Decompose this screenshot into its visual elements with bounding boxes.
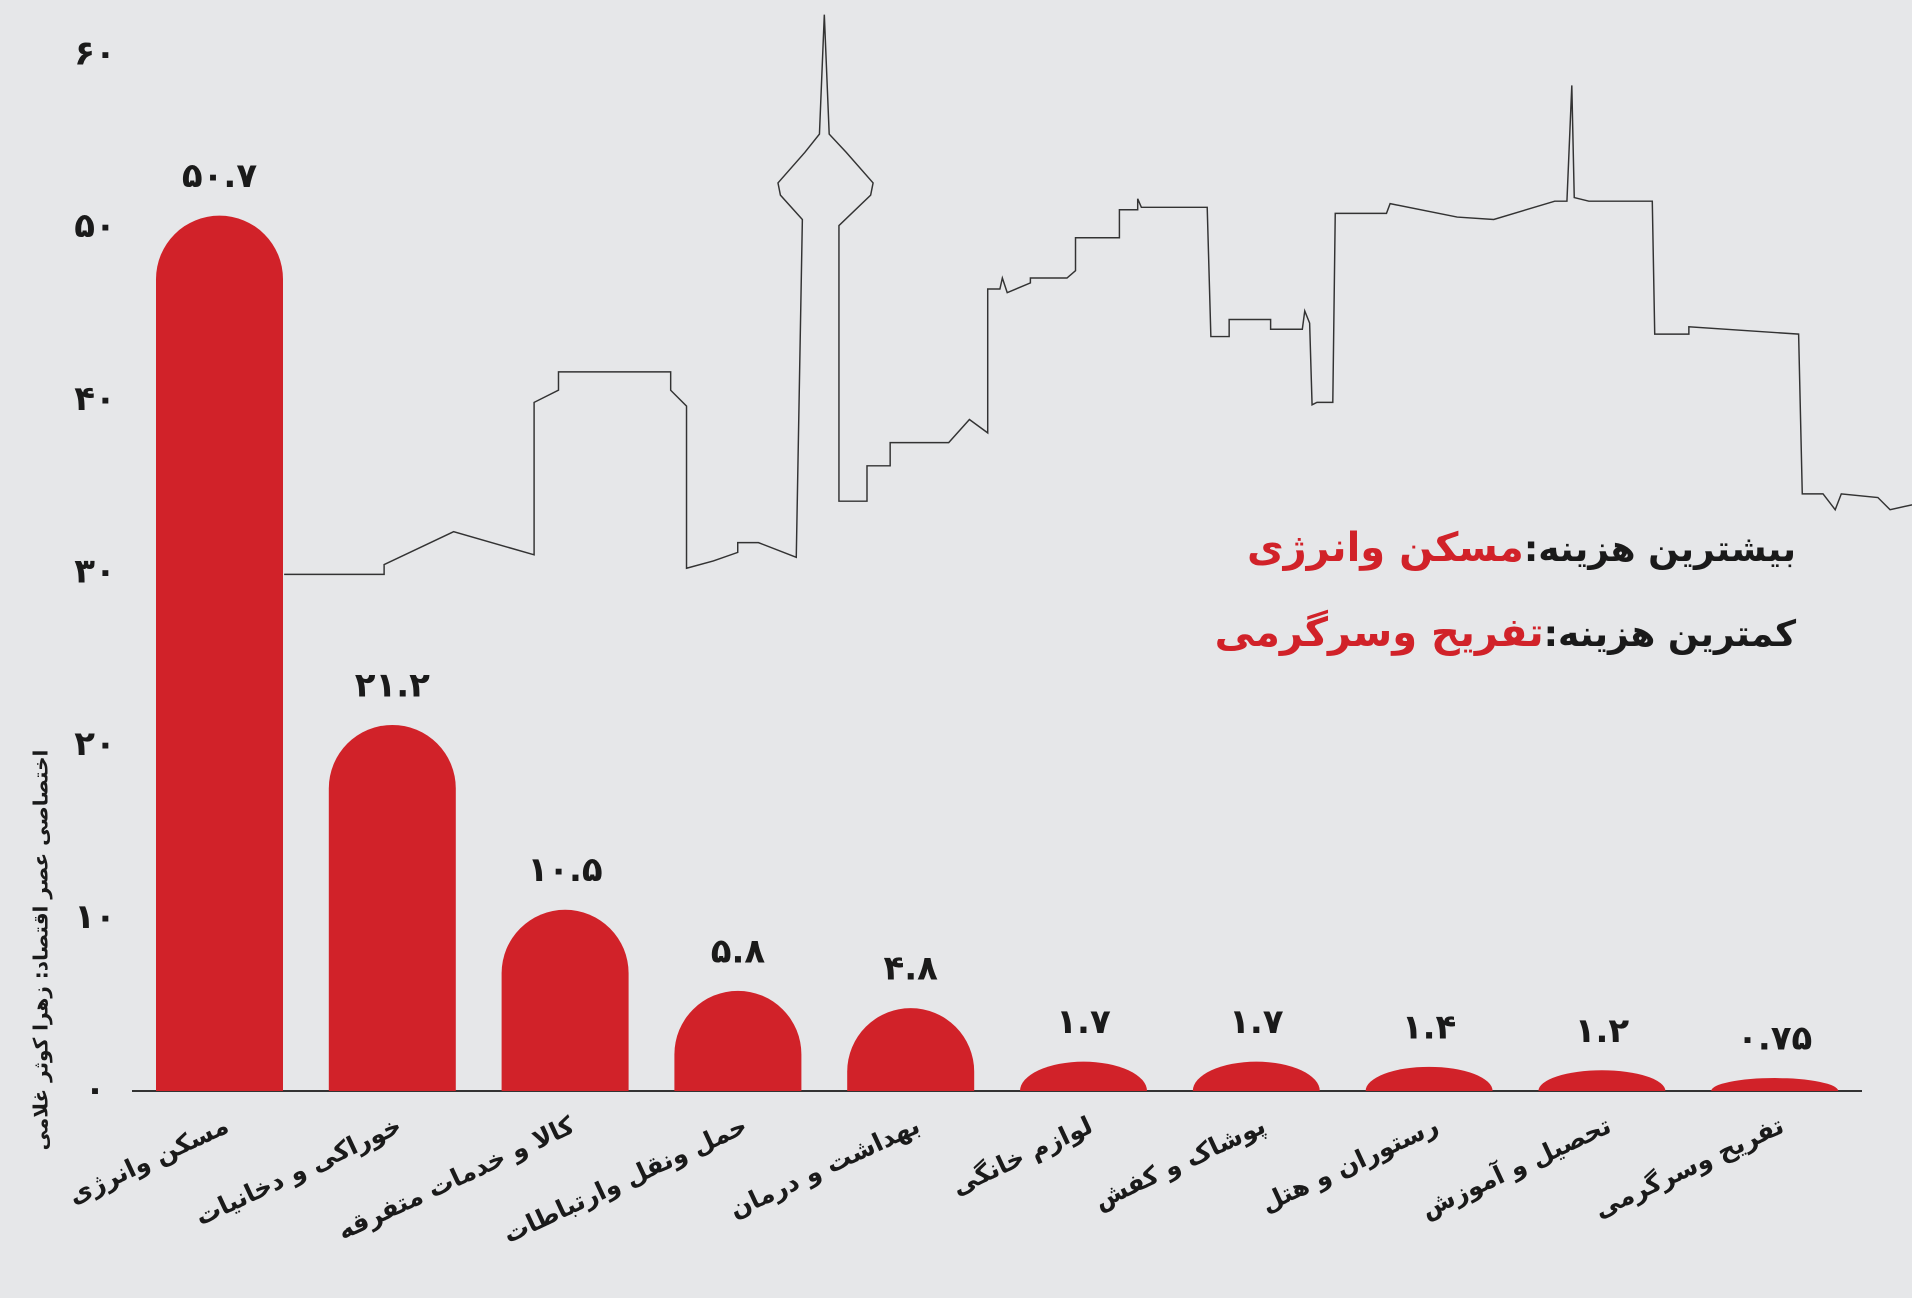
bar [502,910,629,1091]
x-tick-label: تفریح وسرگرمی [1590,1110,1789,1224]
x-tick-label: تحصیل و آموزش [1416,1110,1616,1225]
value-label: ۴.۸ [883,949,938,989]
y-tick-label: ۲۰ [74,724,116,764]
value-label: ۱.۷ [1056,1002,1111,1042]
value-label: ۰.۷۵ [1737,1019,1812,1059]
y-tick-label: ۶۰ [74,34,116,74]
annotation-label: بیشترین هزینه: [1524,529,1796,570]
value-label: ۱.۴ [1402,1007,1456,1047]
bar [329,725,456,1091]
annotation-highlight: مسکن وانرژی [1247,525,1524,571]
skyline [284,15,1912,575]
y-tick-label: ۴۰ [74,379,116,419]
y-tick-label: ۱۰ [74,897,116,937]
annotation-highlight: تفریح وسرگرمی [1215,610,1544,656]
value-label: ۵.۸ [711,931,766,971]
value-label: ۵۰.۷ [182,156,257,196]
value-label: ۲۱.۲ [355,665,430,705]
y-tick-label: ۵۰ [74,206,116,246]
y-tick-label: ۳۰ [74,552,116,592]
page: {"chart_data": {"type": "bar", "categori… [0,0,1912,1298]
annotation: بیشترین هزینه:مسکن وانرژی [1247,525,1796,571]
value-label: ۱.۷ [1229,1002,1284,1042]
bar [1020,1062,1147,1091]
bar [1538,1070,1665,1091]
x-tick-label: لوازم خانگی [947,1110,1097,1201]
bar [1711,1078,1838,1091]
bar [847,1008,974,1091]
value-label: ۱۰.۵ [528,850,603,890]
x-tick-label: بهداشت و درمان [725,1110,925,1224]
x-tick-label: رستوران و هتل [1256,1110,1443,1218]
skyline-outline [284,15,1912,575]
value-label: ۱.۲ [1575,1011,1630,1051]
bar [1193,1062,1320,1091]
annotation: کمترین هزینه:تفریح وسرگرمی [1215,610,1796,656]
bar [1366,1067,1493,1091]
bar [156,216,283,1091]
bar [674,991,801,1091]
annotation-label: کمترین هزینه: [1544,614,1796,655]
credit: اختصاصی عصر اقتصاد: زهرا کوثر غلامی [29,750,53,1151]
y-tick-label: ۰ [85,1070,106,1110]
x-tick-label: پوشاک و کفش [1089,1110,1270,1216]
x-tick-label: مسکن وانرژی [64,1110,233,1210]
